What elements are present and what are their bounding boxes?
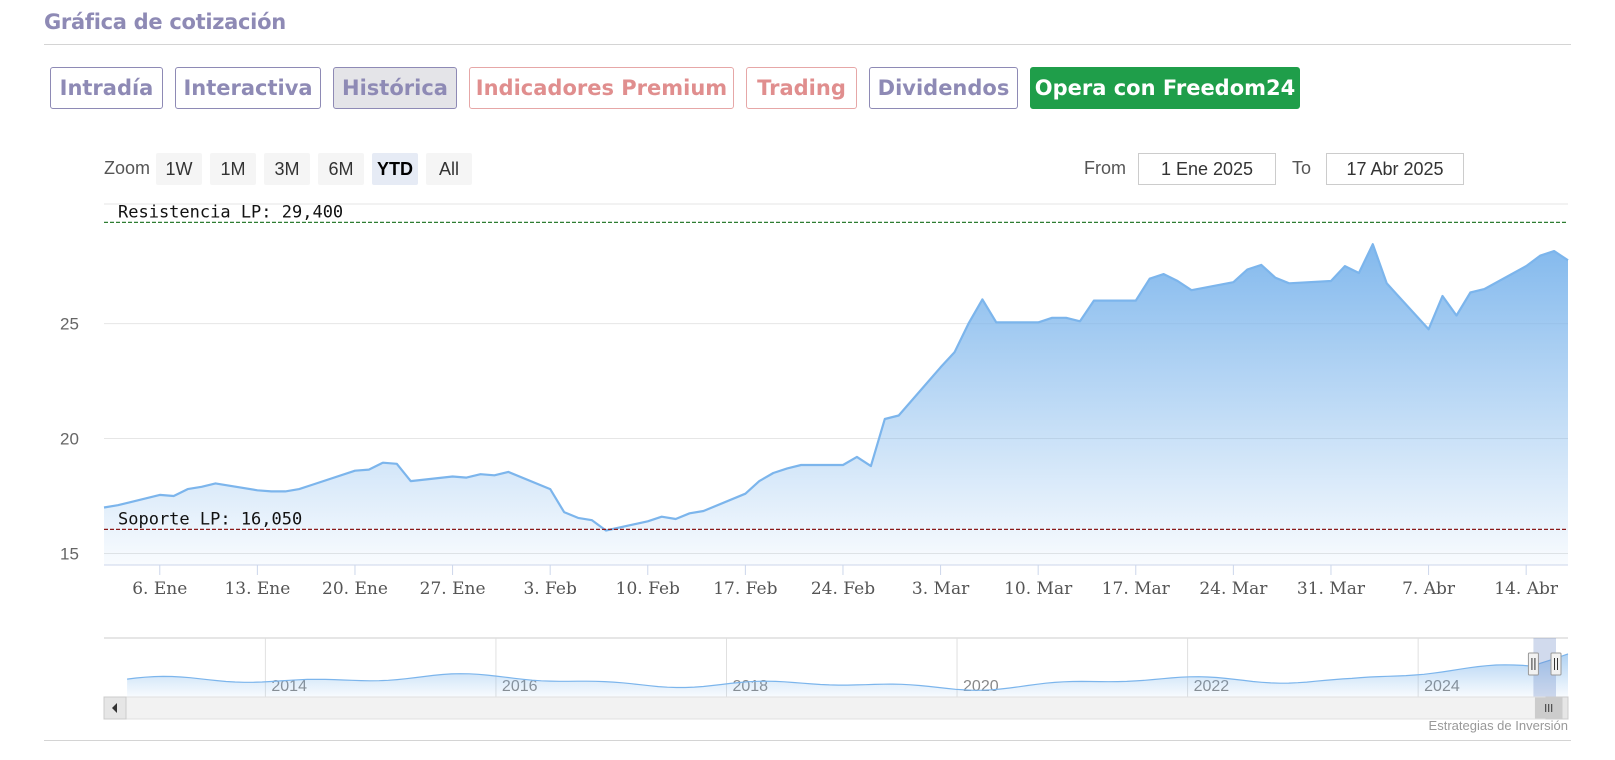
x-tick-label: 6. Ene xyxy=(132,579,187,599)
to-date-input[interactable]: 17 Abr 2025 xyxy=(1326,153,1464,185)
navigator-handle-right[interactable] xyxy=(1550,652,1562,676)
zoom-all-button[interactable]: All xyxy=(426,153,472,185)
annotations: Resistencia LP: 29,400 Soporte LP: 16,050 xyxy=(104,202,1568,530)
x-tick-label: 17. Mar xyxy=(1102,579,1171,599)
annotation-label: Resistencia LP: 29,400 xyxy=(118,202,343,222)
zoom-3m-button[interactable]: 3M xyxy=(264,153,310,185)
navigator-scrollbar[interactable] xyxy=(103,696,1569,720)
zoom-1m-button[interactable]: 1M xyxy=(210,153,256,185)
annotation-label: Soporte LP: 16,050 xyxy=(118,509,302,529)
bottom-divider xyxy=(44,740,1571,741)
scroll-left-arrow-icon xyxy=(112,703,117,713)
handle-grip xyxy=(1527,652,1539,676)
zoom-6m-button[interactable]: 6M xyxy=(318,153,364,185)
navigator[interactable]: 201420162018202020222024 xyxy=(103,637,1569,720)
plot-area xyxy=(103,243,1569,565)
zoom-1w-button[interactable]: 1W xyxy=(156,153,202,185)
navigator-handle-left[interactable] xyxy=(1527,652,1539,676)
y-tick-label: 15 xyxy=(60,545,79,564)
scrollbar-track xyxy=(103,696,1569,720)
y-axis: 15 20 25 xyxy=(60,315,79,564)
zoom-ytd-button[interactable]: YTD xyxy=(372,153,418,185)
x-tick-label: 27. Ene xyxy=(420,579,486,599)
navigator-area xyxy=(127,653,1569,697)
tab-dividendos[interactable]: Dividendos xyxy=(869,67,1018,109)
x-tick-label: 10. Feb xyxy=(616,579,680,599)
x-tick-label: 10. Mar xyxy=(1004,579,1073,599)
zoom-label: Zoom xyxy=(104,158,151,178)
section-title: Gráfica de cotización xyxy=(44,10,286,34)
x-tick-label: 3. Feb xyxy=(523,579,577,599)
title-divider xyxy=(44,44,1571,45)
y-tick-label: 25 xyxy=(60,315,79,334)
y-tick-label: 20 xyxy=(60,430,79,449)
tab-indicadores-premium[interactable]: Indicadores Premium xyxy=(469,67,734,109)
from-date-input[interactable]: 1 Ene 2025 xyxy=(1138,153,1276,185)
from-label: From xyxy=(1084,158,1126,178)
navigator-line xyxy=(127,653,1569,691)
x-tick-label: 13. Ene xyxy=(224,579,290,599)
tab-historica[interactable]: Histórica xyxy=(333,67,457,109)
series-area xyxy=(104,244,1568,565)
x-tick-label: 20. Ene xyxy=(322,579,388,599)
x-tick-label: 24. Feb xyxy=(811,579,875,599)
credit-text: Estrategias de Inversión xyxy=(1428,718,1568,733)
x-tick-label: 17. Feb xyxy=(713,579,777,599)
navigator-selection xyxy=(1533,638,1556,697)
x-tick-label: 24. Mar xyxy=(1199,579,1268,599)
tab-trading[interactable]: Trading xyxy=(746,67,857,109)
x-tick-label: 7. Abr xyxy=(1402,579,1456,599)
x-tick-label: 14. Abr xyxy=(1494,579,1559,599)
opera-freedom24-button[interactable]: Opera con Freedom24 xyxy=(1030,67,1300,109)
x-tick-label: 31. Mar xyxy=(1297,579,1366,599)
tab-interactiva[interactable]: Interactiva xyxy=(175,67,321,109)
x-tick-label: 3. Mar xyxy=(912,579,970,599)
series-line xyxy=(103,243,1569,532)
to-label: To xyxy=(1292,158,1312,178)
x-axis: 6. Ene 13. Ene 20. Ene 27. Ene 3. Feb 10. Feb… xyxy=(104,564,1568,599)
tab-intradia[interactable]: Intradía xyxy=(50,67,163,109)
handle-grip xyxy=(1550,652,1562,676)
